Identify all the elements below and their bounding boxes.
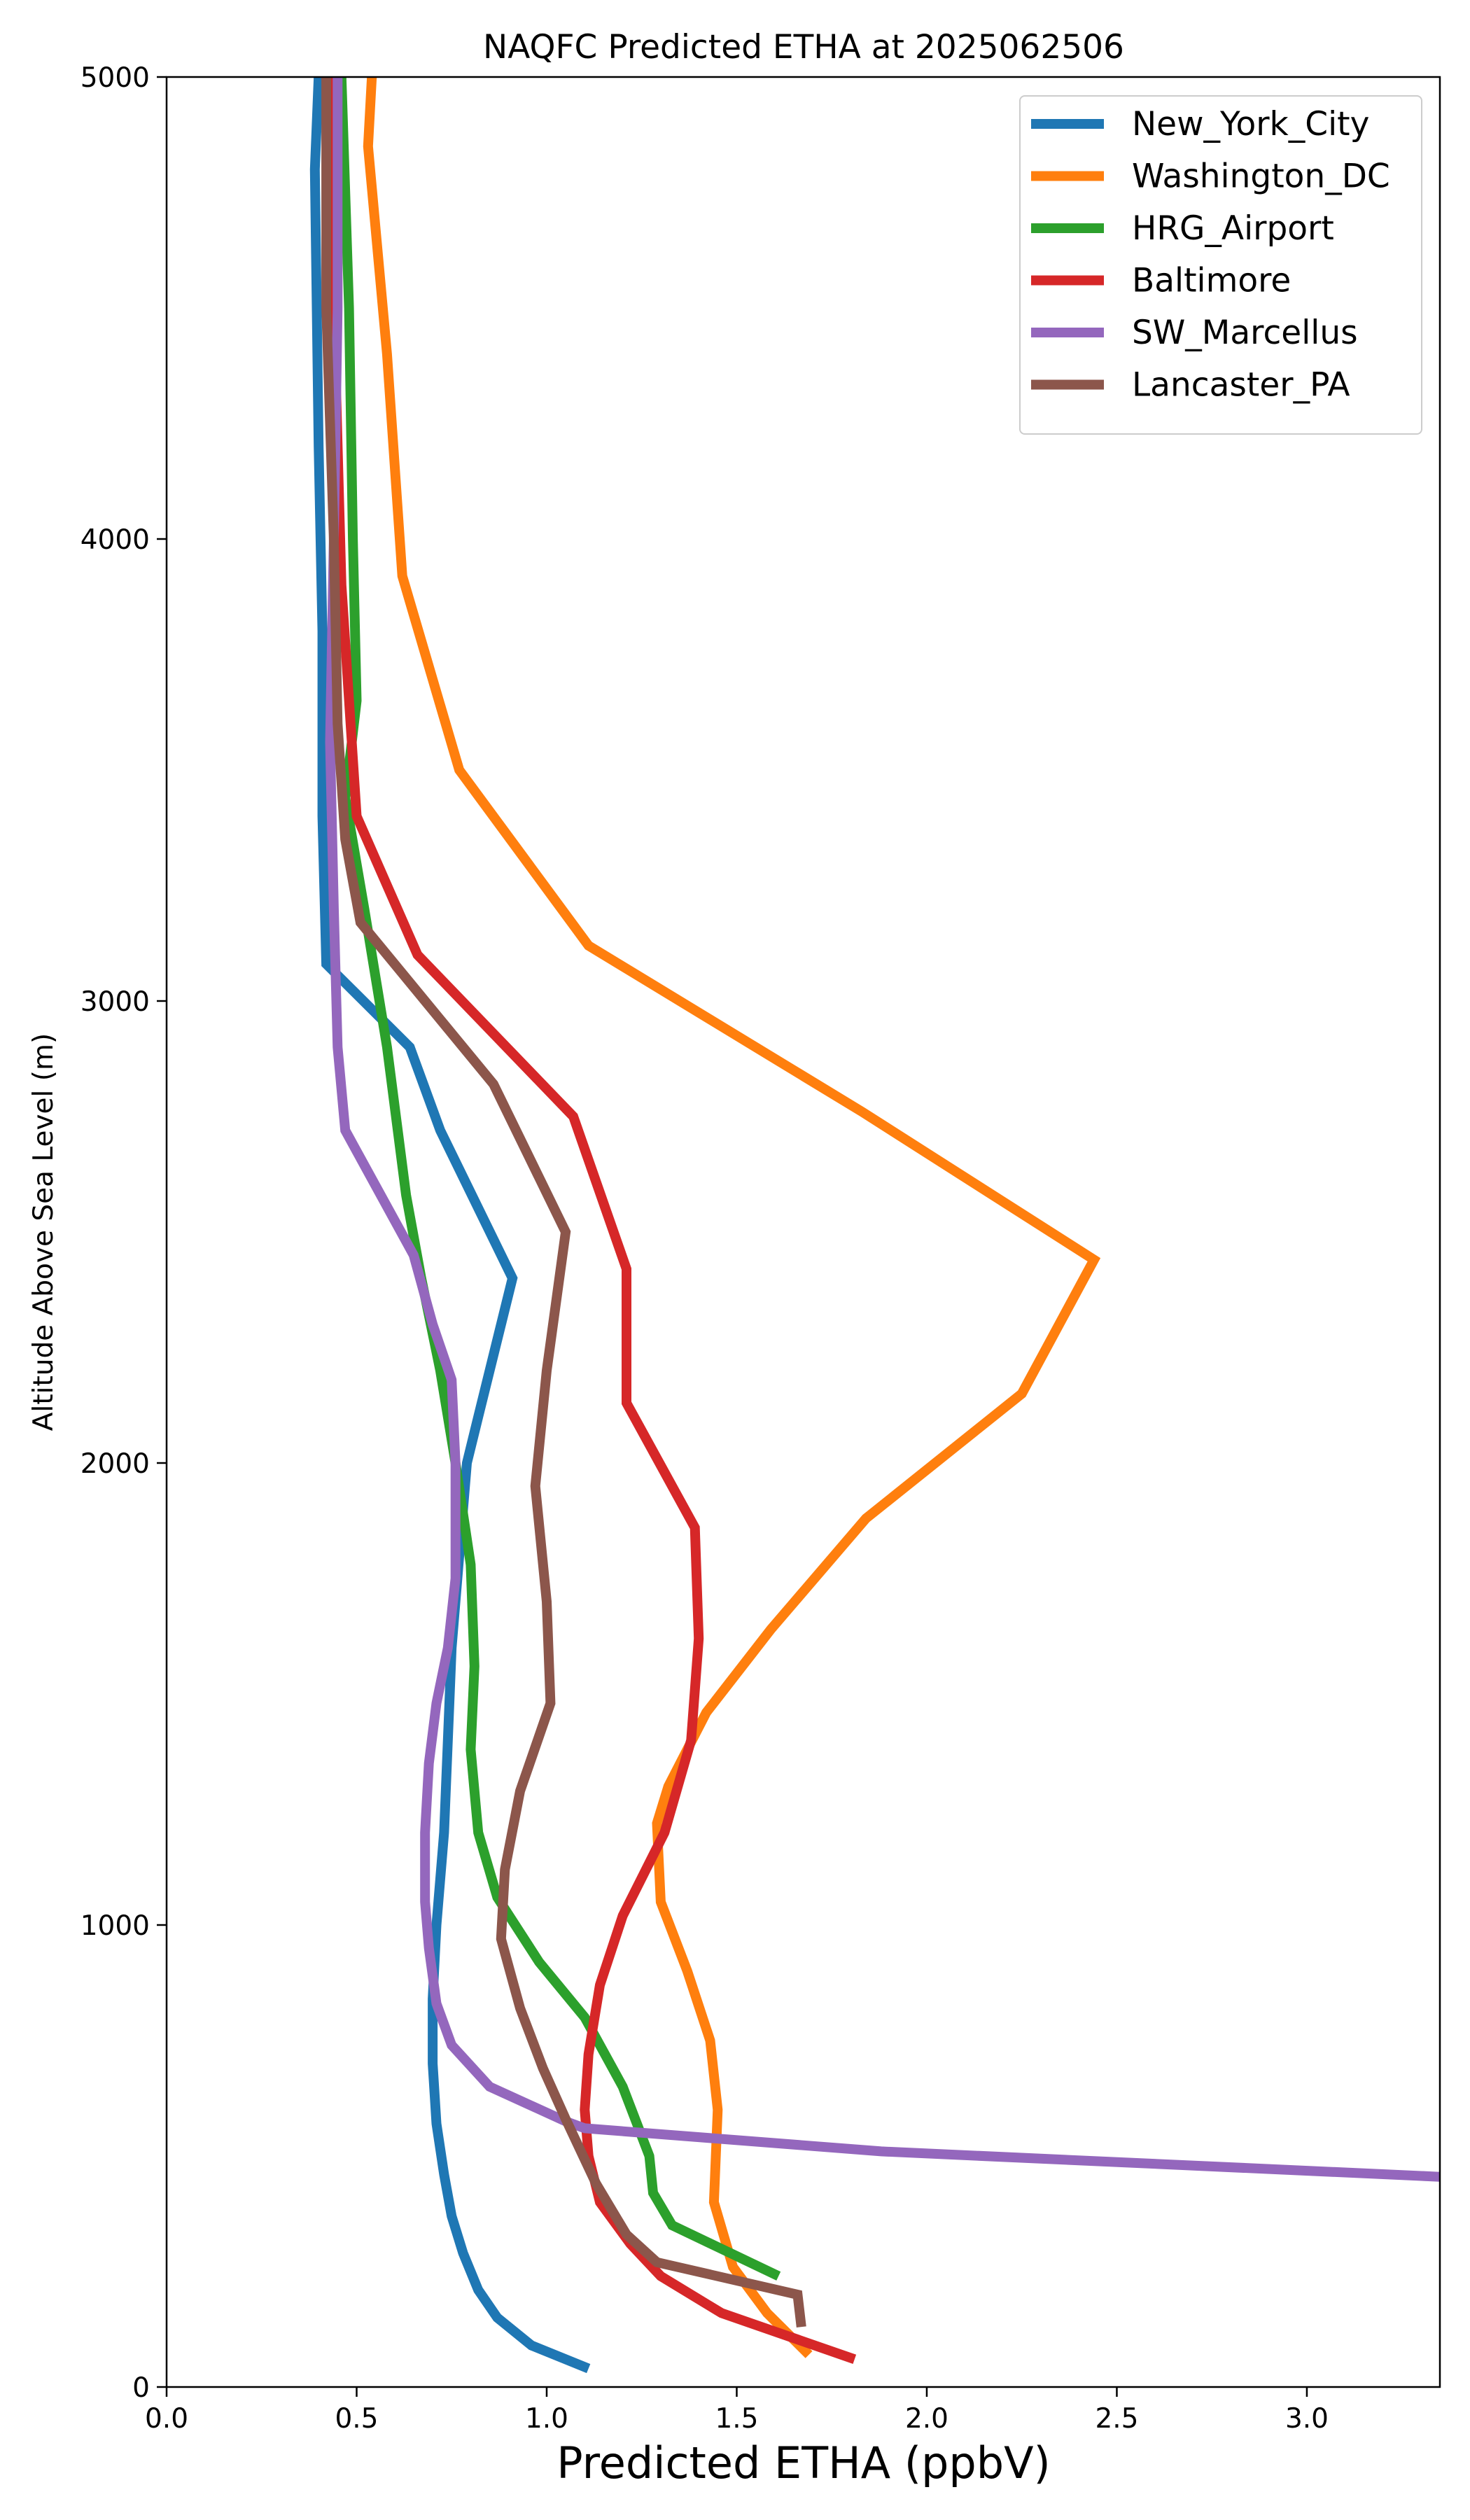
y-tick-label: 2000 [80,1448,150,1480]
x-tick-label: 1.0 [525,2403,568,2435]
plot-frame [165,76,1441,2388]
legend-label: SW_Marcellus [1132,314,1358,352]
x-tick-label: 1.5 [715,2403,758,2435]
series-line-lancaster-pa [321,77,806,2328]
y-tick-label: 0 [132,2372,150,2404]
legend: New_York_City Washington_DC HRG_Airport Bal… [1019,95,1422,435]
x-tick-label: 2.0 [905,2403,948,2435]
y-axis-label: Altitude Above Sea Level (m) [28,1033,59,1431]
series-line-hrg-airport [336,77,781,2281]
y-tick-label: 5000 [80,62,150,94]
legend-label: New_York_City [1132,105,1369,144]
x-tick-label: 0.5 [335,2403,378,2435]
series-line-washington-dc [363,77,1101,2358]
series-line-new-york-city [309,77,591,2374]
legend-label: Baltimore [1132,262,1291,300]
legend-label: HRG_Airport [1132,209,1334,248]
x-tick-label: 2.5 [1095,2403,1138,2435]
y-tick-label: 4000 [80,524,150,556]
legend-label: Lancaster_PA [1132,366,1350,405]
chart-title: NAQFC Predicted ETHA at 2025062506 [483,28,1124,66]
series-line-sw-marcellus [325,77,1440,2182]
x-axis-label: Predicted ETHA (ppbV) [556,2437,1050,2488]
x-tick-label: 3.0 [1285,2403,1329,2435]
y-tick-label: 3000 [80,986,150,1018]
legend-box [1019,95,1422,435]
x-tick-label: 0.0 [145,2403,188,2435]
legend-label: Washington_DC [1132,158,1390,196]
y-tick-label: 1000 [80,1910,150,1942]
